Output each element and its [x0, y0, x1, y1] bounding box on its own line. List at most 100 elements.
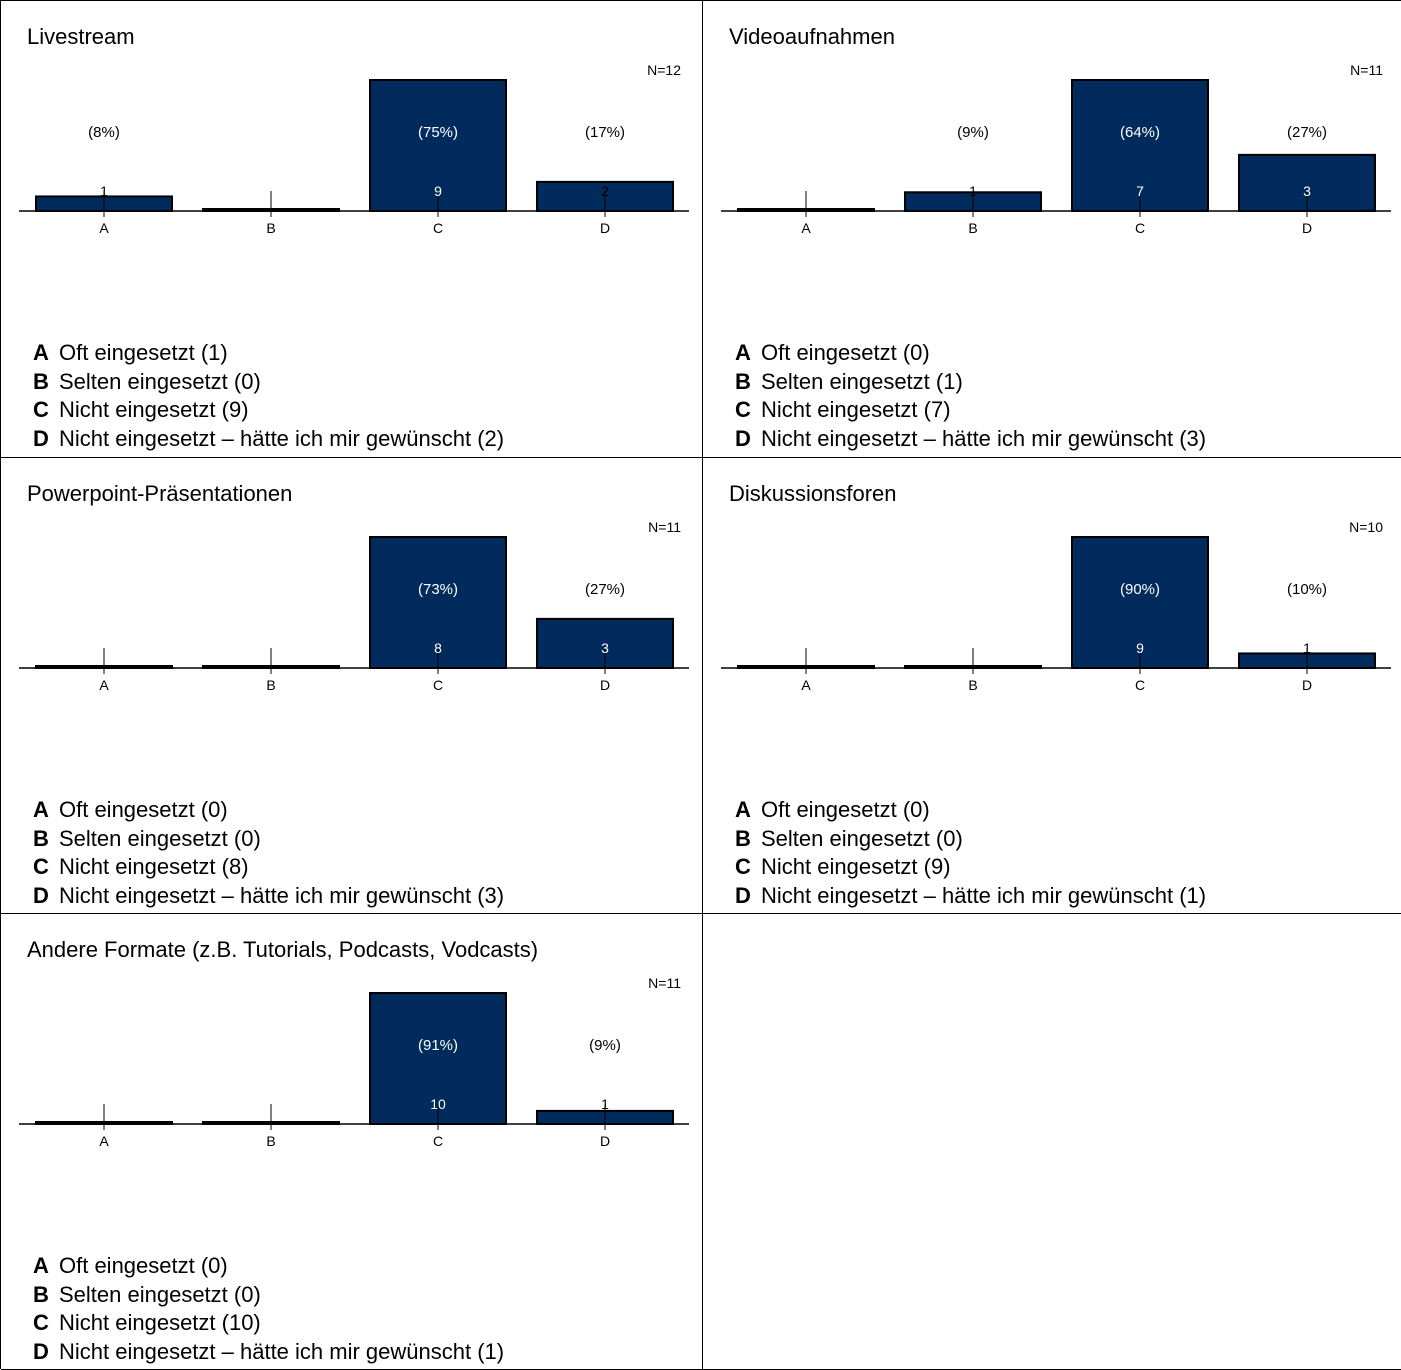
percent-label: (10%)	[1287, 581, 1327, 598]
legend-key: A	[735, 340, 751, 365]
legend-key: B	[735, 368, 751, 394]
legend-text: Selten eingesetzt (1)	[761, 368, 963, 394]
legend-key: D	[33, 1338, 49, 1364]
tick-label: C	[1135, 677, 1145, 693]
tick-label: C	[433, 1133, 443, 1149]
legend-key: A	[33, 340, 49, 365]
panel-title: Livestream	[27, 24, 135, 49]
percent-label: (9%)	[589, 1037, 621, 1054]
count-label: 7	[1136, 183, 1144, 199]
legend-text: Oft eingesetzt (0)	[761, 340, 930, 365]
legend-key: C	[33, 854, 49, 879]
legend-key: C	[33, 1310, 49, 1335]
count-label: 1	[1303, 640, 1311, 656]
percent-label: (27%)	[585, 581, 625, 598]
bar-chart: N=11 A B 1 (9%) C 7 (64%) D 3 (27%)	[721, 62, 1391, 236]
bar-chart: N=10 A B C 9 (90%) D 1 (10%)	[721, 519, 1391, 693]
count-label: 1	[100, 183, 108, 199]
tick-label: B	[968, 677, 977, 693]
legend-item: B Selten eingesetzt (1)	[735, 368, 1206, 397]
legend-text: Nicht eingesetzt – hätte ich mir gewünsc…	[761, 882, 1207, 908]
legend-item: A Oft eingesetzt (1)	[33, 339, 504, 368]
tick-label: B	[266, 677, 275, 693]
legend-key: B	[33, 368, 49, 394]
legend-text: Oft eingesetzt (1)	[59, 340, 228, 365]
legend-key: B	[33, 1281, 49, 1307]
legend-item: C Nicht eingesetzt (9)	[735, 853, 1206, 882]
panel-title: Videoaufnahmen	[729, 24, 895, 49]
panel-livestream: Livestream N=12 A 1 (8%) B C 9 (75%) D 2 (17%) A Of…	[1, 1, 703, 458]
legend-key: A	[735, 797, 751, 822]
count-label: 3	[601, 640, 609, 656]
legend-key: C	[33, 397, 49, 422]
count-label: 9	[1136, 640, 1144, 656]
legend-item: D Nicht eingesetzt – hätte ich mir gewüns…	[33, 1338, 504, 1367]
legend-item: C Nicht eingesetzt (7)	[735, 396, 1206, 425]
legend-item: D Nicht eingesetzt – hätte ich mir gewüns…	[735, 425, 1206, 454]
percent-label: (73%)	[418, 581, 458, 598]
legend-text: Nicht eingesetzt (7)	[761, 397, 951, 422]
legend-key: D	[735, 882, 751, 908]
legend-text: Nicht eingesetzt – hätte ich mir gewünsc…	[59, 425, 505, 451]
panel-title: Andere Formate (z.B. Tutorials, Podcasts…	[27, 937, 539, 962]
percent-label: (8%)	[88, 124, 120, 141]
legend-text: Oft eingesetzt (0)	[761, 797, 930, 822]
tick-label: B	[968, 220, 977, 236]
count-label: 10	[430, 1096, 446, 1112]
n-label: N=11	[648, 519, 681, 535]
legend-text: Nicht eingesetzt (9)	[761, 854, 951, 879]
percent-label: (9%)	[957, 124, 989, 141]
legend: A Oft eingesetzt (0) B Selten eingesetzt (…	[735, 339, 1206, 453]
bar-chart: N=11 A B C 8 (73%) D 3 (27%)	[19, 519, 689, 693]
tick-label: C	[433, 220, 443, 236]
legend-item: B Selten eingesetzt (0)	[33, 825, 504, 854]
bar-c	[369, 992, 507, 1125]
tick-label: D	[600, 220, 610, 236]
tick-label: A	[99, 1133, 109, 1149]
count-label: 1	[601, 1096, 609, 1112]
legend-item: C Nicht eingesetzt (10)	[33, 1309, 504, 1338]
legend-key: D	[735, 425, 751, 451]
legend-item: A Oft eingesetzt (0)	[735, 796, 1206, 825]
legend-key: D	[33, 425, 49, 451]
n-label: N=11	[1350, 62, 1383, 78]
legend-item: A Oft eingesetzt (0)	[735, 339, 1206, 368]
legend-item: C Nicht eingesetzt (9)	[33, 396, 504, 425]
count-label: 2	[601, 183, 609, 199]
percent-label: (90%)	[1120, 581, 1160, 598]
legend-text: Oft eingesetzt (0)	[59, 797, 228, 822]
n-label: N=10	[1349, 519, 1383, 535]
percent-label: (91%)	[418, 1037, 458, 1054]
legend-item: C Nicht eingesetzt (8)	[33, 853, 504, 882]
tick-label: B	[266, 1133, 275, 1149]
percent-label: (75%)	[418, 124, 458, 141]
legend-key: C	[735, 854, 751, 879]
percent-label: (27%)	[1287, 124, 1327, 141]
legend-item: A Oft eingesetzt (0)	[33, 796, 504, 825]
legend-text: Selten eingesetzt (0)	[761, 825, 963, 851]
tick-label: D	[1302, 220, 1312, 236]
percent-label: (17%)	[585, 124, 625, 141]
tick-label: A	[801, 220, 811, 236]
n-label: N=11	[648, 975, 681, 991]
bar-c	[1071, 79, 1209, 212]
bar-c	[369, 536, 507, 669]
count-label: 3	[1303, 183, 1311, 199]
count-label: 9	[434, 183, 442, 199]
legend-item: B Selten eingesetzt (0)	[33, 368, 504, 397]
legend-item: B Selten eingesetzt (0)	[735, 825, 1206, 854]
tick-label: B	[266, 220, 275, 236]
legend-text: Nicht eingesetzt (10)	[59, 1310, 261, 1335]
legend-text: Nicht eingesetzt – hätte ich mir gewünsc…	[59, 1338, 505, 1364]
legend-item: A Oft eingesetzt (0)	[33, 1252, 504, 1281]
legend-text: Oft eingesetzt (0)	[59, 1253, 228, 1278]
tick-label: D	[600, 677, 610, 693]
tick-label: C	[433, 677, 443, 693]
legend-key: A	[33, 1253, 49, 1278]
panel-powerpoint: Powerpoint-Präsentationen N=11 A B C 8 (73%) D…	[1, 458, 703, 914]
legend: A Oft eingesetzt (0) B Selten eingesetzt (…	[735, 796, 1206, 910]
legend-text: Nicht eingesetzt (9)	[59, 397, 249, 422]
legend-text: Selten eingesetzt (0)	[59, 368, 261, 394]
